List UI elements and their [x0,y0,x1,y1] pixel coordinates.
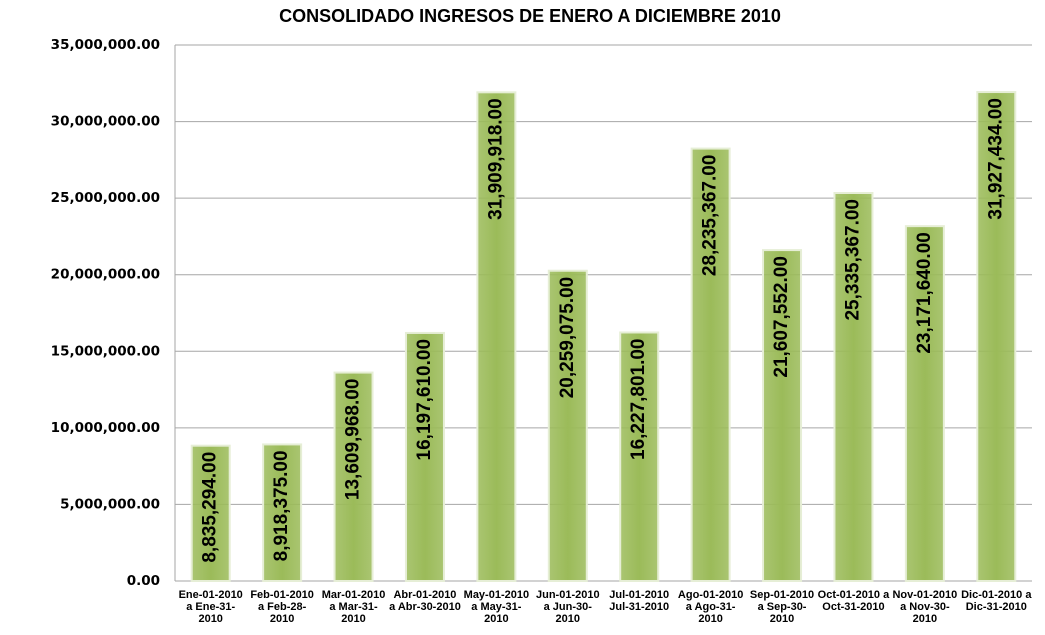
bar [190,444,231,582]
x-tick-label: Dic-01-2010 a Dic-31-2010 [961,589,1032,613]
y-tick-label: 25,000,000.00 [51,190,160,206]
bar [762,249,803,583]
value-label: 16,227,801.00 [628,338,649,460]
value-label: 31,909,918.00 [485,98,506,220]
y-tick-label: 0.00 [127,573,160,589]
value-label: 31,927,434.00 [985,98,1006,220]
value-label: 28,235,367.00 [700,155,721,277]
value-label: 25,335,367.00 [842,199,863,321]
chart-title: CONSOLIDADO INGRESOS DE ENERO A DICIEMBR… [279,6,781,26]
x-tick-label: Abr-01-2010 a Abr-30-2010 [389,589,461,613]
bar [619,331,660,582]
x-tick-label: Jul-01-2010 Jul-31-2010 [609,589,670,613]
value-label: 23,171,640.00 [914,232,935,354]
x-tick-label: Mar-01-2010 a Mar-31-2010 [321,589,386,625]
value-label: 16,197,610.00 [414,339,435,461]
x-tick-label: May-01-2010 a May-31-2010 [463,589,530,625]
bar [904,225,945,582]
y-tick-label: 10,000,000.00 [51,420,160,436]
value-label: 8,835,294.00 [200,452,221,563]
x-tick-label: Oct-01-2010 a Oct-31-2010 [817,589,890,613]
y-tick-label: 20,000,000.00 [51,267,160,283]
y-tick-label: 5,000,000.00 [60,496,160,512]
bar [476,91,517,583]
bar [976,91,1017,582]
bar [547,269,588,582]
value-label: 20,259,075.00 [557,277,578,399]
y-tick-label: 15,000,000.00 [51,343,160,359]
y-tick-label: 35,000,000.00 [51,37,160,53]
value-label: 21,607,552.00 [771,256,792,378]
x-tick-label: Ene-01-2010 a Ene-31-2010 [178,589,243,625]
y-tick-label: 30,000,000.00 [51,114,160,130]
bar [262,443,303,582]
value-label: 8,918,375.00 [271,450,292,561]
x-tick-label: Ago-01-2010 a Ago-31-2010 [677,589,744,625]
x-tick-label: Sep-01-2010 a Sep-30-2010 [749,589,815,625]
bar [690,147,731,582]
bar [404,331,445,582]
bar [333,371,374,582]
x-tick-label: Jun-01-2010 a Jun-30-2010 [535,589,600,625]
x-tick-label: Feb-01-2010 a Feb-28-2010 [250,589,314,625]
value-label: 13,609,968.00 [343,379,364,501]
x-tick-label: Nov-01-2010 a Nov-30-2010 [892,589,958,625]
bar [833,192,874,582]
